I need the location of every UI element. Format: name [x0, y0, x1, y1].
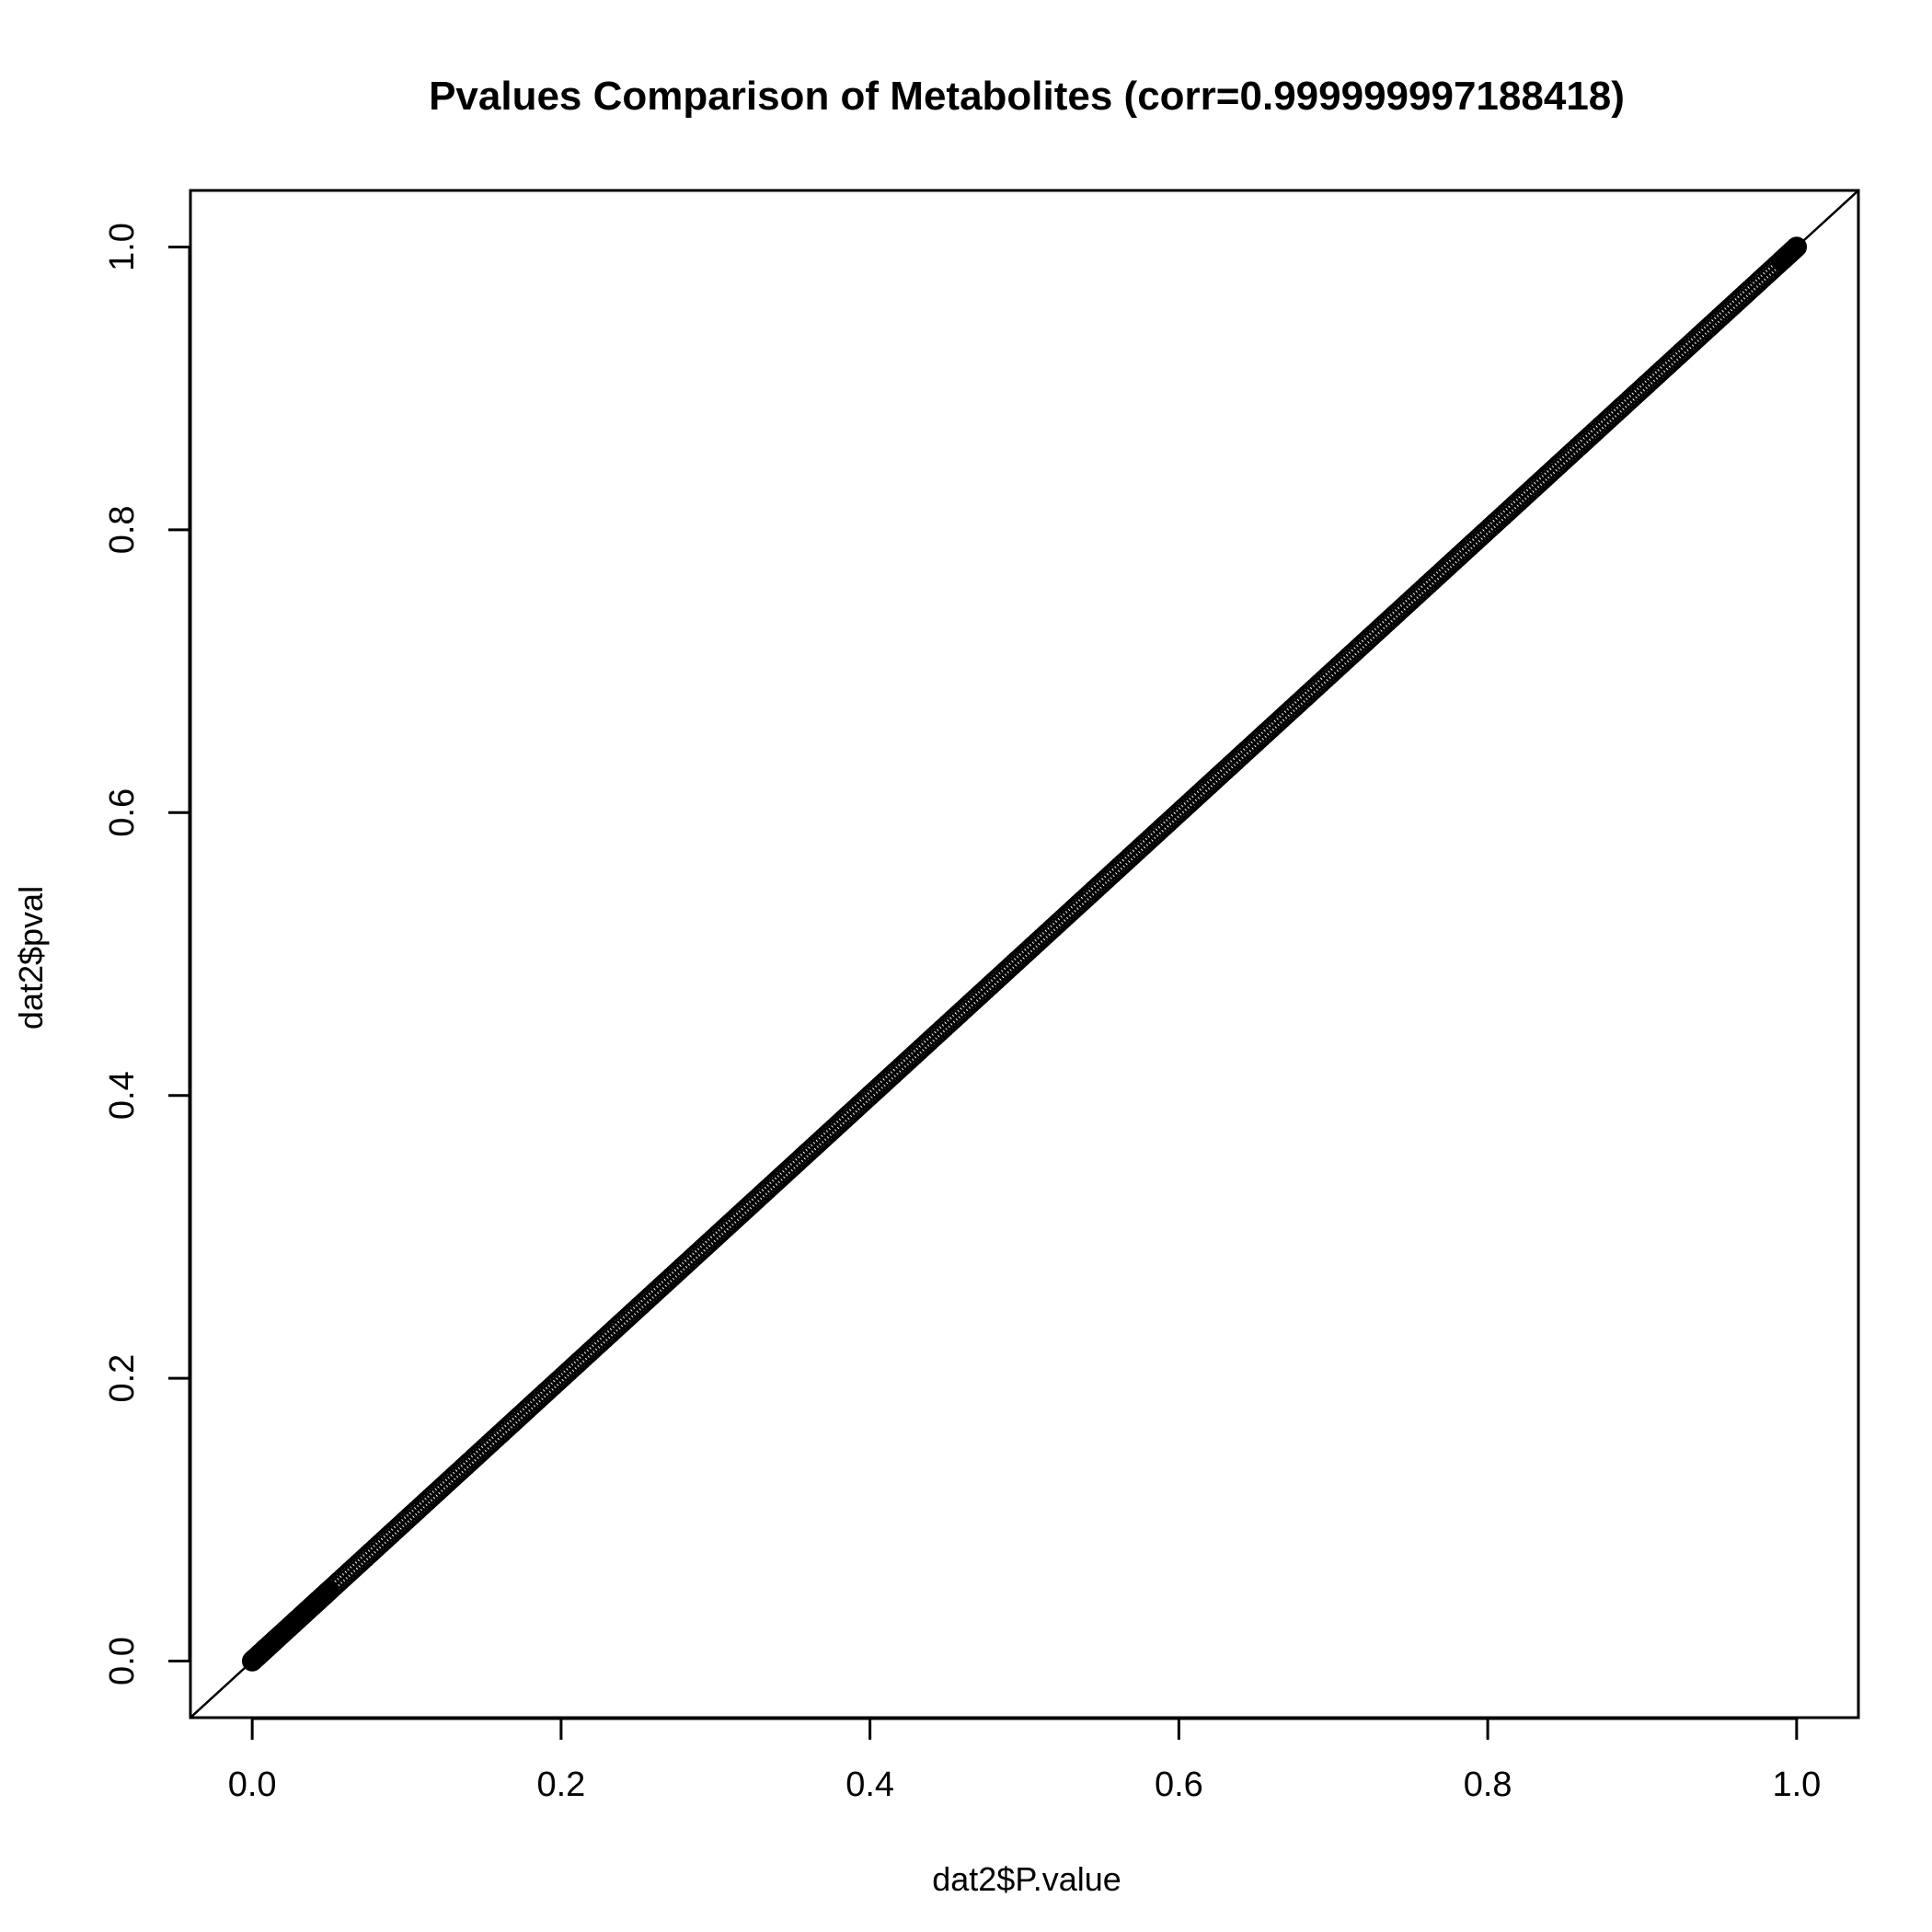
y-tick-label: 0.0	[103, 1637, 142, 1685]
points-layer	[241, 236, 1808, 1672]
x-tick-label: 0.0	[228, 1765, 277, 1804]
x-axis: 0.0 0.2 0.4 0.6 0.8 1.0	[228, 1717, 1821, 1804]
x-tick-label: 0.2	[536, 1765, 585, 1804]
x-tick-label: 0.6	[1155, 1765, 1203, 1804]
x-tick-label: 0.4	[845, 1765, 894, 1804]
y-tick-label: 0.6	[103, 788, 142, 837]
y-tick-label: 0.8	[103, 505, 142, 554]
x-axis-label: dat2$P.value	[932, 1860, 1121, 1898]
y-tick-label: 1.0	[103, 223, 142, 271]
data-point	[1786, 236, 1808, 258]
y-axis: 0.0 0.2 0.4 0.6 0.8 1.0	[103, 223, 191, 1685]
y-tick-label: 0.2	[103, 1354, 142, 1403]
y-tick-label: 0.4	[103, 1071, 142, 1120]
plot-area	[190, 190, 1858, 1718]
y-axis-label: dat2$pval	[12, 886, 50, 1029]
x-tick-label: 0.8	[1464, 1765, 1512, 1804]
reference-line	[190, 190, 1858, 1718]
x-tick-label: 1.0	[1772, 1765, 1821, 1804]
chart-title: Pvalues Comparison of Metabolites (corr=…	[429, 74, 1625, 119]
